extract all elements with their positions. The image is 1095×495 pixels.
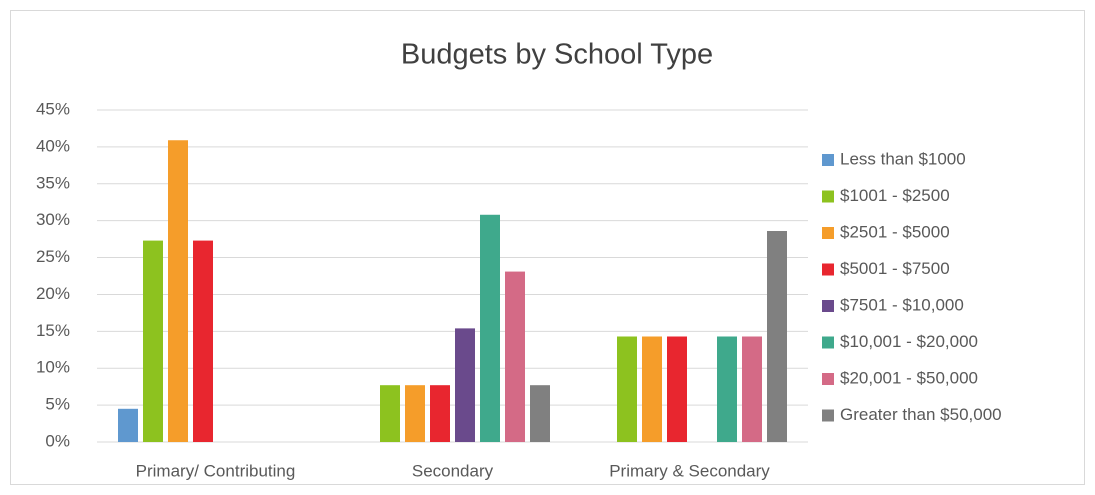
bar xyxy=(143,240,163,442)
legend-label: $10,001 - $20,000 xyxy=(840,332,978,351)
legend-swatch xyxy=(822,409,834,422)
bar xyxy=(380,385,400,442)
bar xyxy=(717,336,737,442)
bar xyxy=(617,336,637,442)
legend-label: Greater than $50,000 xyxy=(840,405,1002,424)
bar xyxy=(193,240,213,442)
bar xyxy=(430,385,450,442)
y-tick-label: 45% xyxy=(36,99,70,118)
y-tick-label: 35% xyxy=(36,173,70,192)
bar xyxy=(118,408,138,442)
legend-label: $20,001 - $50,000 xyxy=(840,368,978,387)
y-tick-label: 20% xyxy=(36,284,70,303)
legend-swatch xyxy=(822,154,834,166)
legend-swatch xyxy=(822,190,834,203)
legend-swatch xyxy=(822,373,834,385)
bar xyxy=(168,140,188,442)
bar xyxy=(742,336,762,442)
legend-label: $7501 - $10,000 xyxy=(840,295,964,314)
bar xyxy=(455,328,475,442)
legend-label: Less than $1000 xyxy=(840,149,966,168)
chart-title: Budgets by School Type xyxy=(401,39,713,71)
x-tick-label: Primary & Secondary xyxy=(609,461,770,480)
legend-swatch xyxy=(822,336,834,349)
legend-swatch xyxy=(822,227,834,239)
x-tick-label: Secondary xyxy=(412,461,494,480)
bar xyxy=(405,385,425,442)
legend-label: $2501 - $5000 xyxy=(840,222,950,241)
y-tick-label: 0% xyxy=(45,431,70,450)
legend-swatch xyxy=(822,263,834,276)
legend-label: $5001 - $7500 xyxy=(840,259,950,278)
legend-swatch xyxy=(822,300,834,312)
y-tick-label: 15% xyxy=(36,321,70,340)
bar xyxy=(530,385,550,442)
y-tick-label: 30% xyxy=(36,210,70,229)
bar xyxy=(480,214,500,442)
y-tick-label: 25% xyxy=(36,247,70,266)
bar xyxy=(767,230,787,442)
x-tick-label: Primary/ Contributing xyxy=(136,461,296,480)
y-tick-label: 5% xyxy=(45,395,70,414)
legend-label: $1001 - $2500 xyxy=(840,186,950,205)
y-tick-label: 40% xyxy=(36,136,70,155)
y-tick-label: 10% xyxy=(36,358,70,377)
bar xyxy=(642,336,662,442)
bar xyxy=(505,271,525,442)
bar xyxy=(667,336,687,442)
